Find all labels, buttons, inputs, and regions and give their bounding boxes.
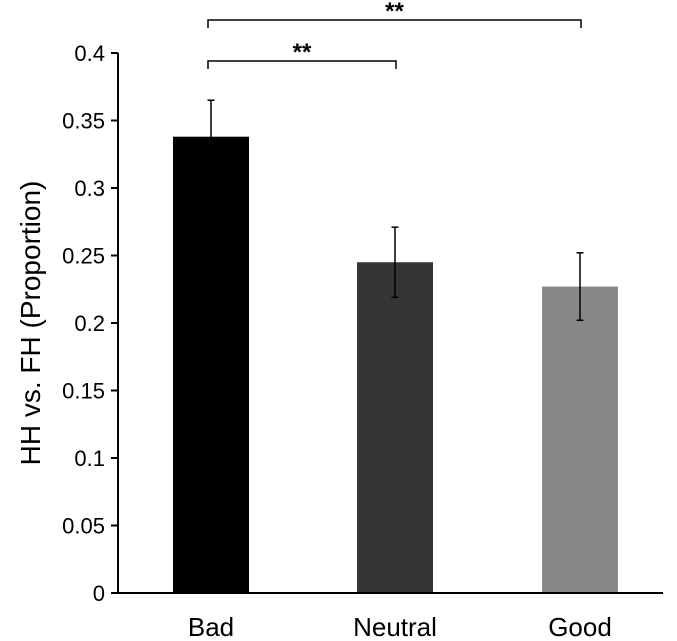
x-tick-label: Bad <box>188 612 234 641</box>
y-tick-label: 0.05 <box>62 514 105 539</box>
y-tick-label: 0 <box>93 581 105 606</box>
significance-bracket <box>207 19 582 28</box>
y-axis-label: HH vs. FH (Proportion) <box>15 181 46 466</box>
y-tick-label: 0.35 <box>62 109 105 134</box>
y-tick-label: 0.4 <box>74 41 105 66</box>
bar-neutral <box>357 262 433 593</box>
x-tick-label: Neutral <box>353 612 437 641</box>
y-tick-label: 0.1 <box>74 446 105 471</box>
y-tick-label: 0.2 <box>74 311 105 336</box>
bar-good <box>542 286 618 593</box>
bar-bad <box>173 136 249 593</box>
significance-bracket <box>207 60 397 69</box>
significance-label: ** <box>385 0 404 25</box>
x-tick-label: Good <box>548 612 612 641</box>
y-tick-label: 0.3 <box>74 176 105 201</box>
significance-label: ** <box>293 39 312 66</box>
y-tick-label: 0.15 <box>62 379 105 404</box>
y-tick-label: 0.25 <box>62 244 105 269</box>
